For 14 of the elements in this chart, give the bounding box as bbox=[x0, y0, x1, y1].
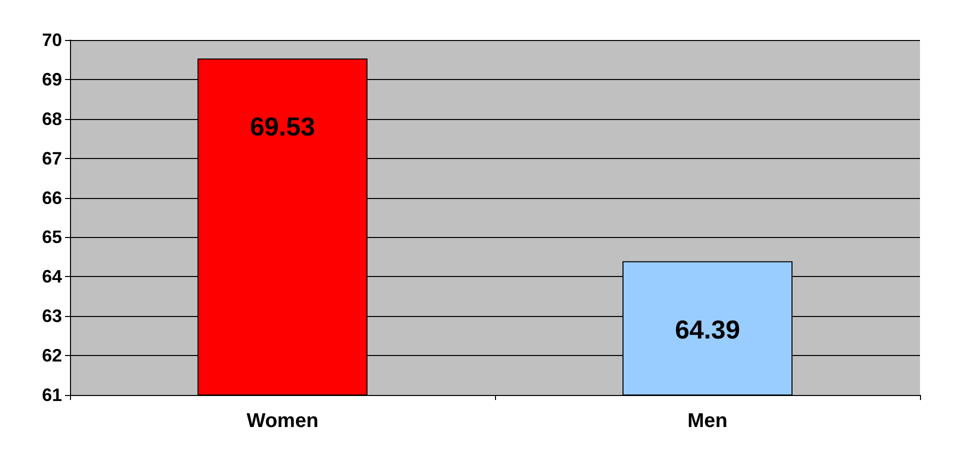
x-tick-label: Men bbox=[688, 410, 728, 432]
y-tick-label: 70 bbox=[42, 30, 62, 50]
y-tick-label: 67 bbox=[42, 148, 62, 168]
data-label: 64.39 bbox=[674, 314, 740, 344]
y-tick-label: 64 bbox=[42, 266, 62, 287]
y-tick-label: 63 bbox=[42, 306, 62, 326]
y-tick-label: 69 bbox=[42, 69, 62, 90]
data-label: 69.53 bbox=[250, 112, 316, 142]
x-tick-label: Women bbox=[246, 410, 318, 432]
y-tick-label: 61 bbox=[42, 385, 62, 405]
y-tick-label: 68 bbox=[42, 108, 62, 129]
y-tick-label: 66 bbox=[42, 188, 62, 208]
y-tick-label: 62 bbox=[42, 346, 62, 366]
y-tick-label: 65 bbox=[42, 227, 62, 248]
